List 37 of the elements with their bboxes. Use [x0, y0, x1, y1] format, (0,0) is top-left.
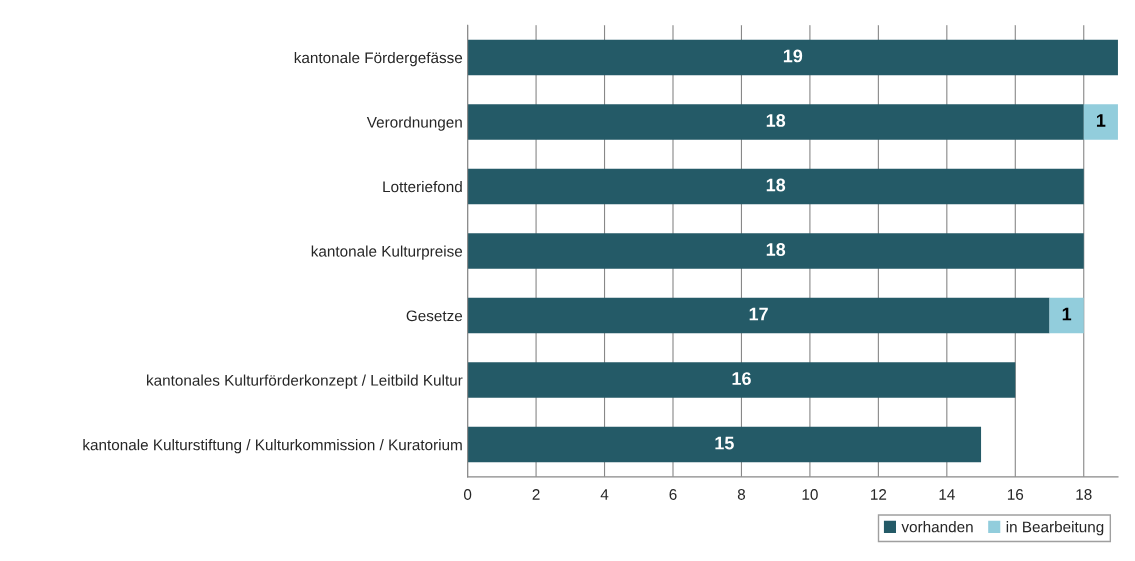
y-tick-label: Lotteriefond	[383, 181, 462, 193]
bar	[467, 233, 1084, 269]
data-label: 16	[732, 372, 751, 385]
y-tick-label: kantonales Kulturförderkonzept / Leitbild Kultur	[147, 374, 463, 389]
data-label: 18	[766, 114, 786, 127]
legend-label: vorhanden	[901, 521, 973, 533]
data-label: 1	[1062, 307, 1072, 321]
data-label: 15	[715, 436, 734, 450]
bar	[1049, 297, 1084, 334]
x-tick-label: 16	[1007, 489, 1024, 500]
x-tick-label: 12	[871, 489, 887, 500]
y-tick-label: Verordnungen	[366, 116, 462, 131]
data-label: 19	[783, 49, 803, 63]
x-tick-label: 14	[939, 489, 955, 500]
bar	[467, 426, 982, 463]
y-tick-label: kantonale Kulturstiftung / Kulturkommission / Kuratorium	[83, 439, 462, 454]
y-tick-label: kantonale Kulturpreise	[311, 245, 463, 260]
data-label: 17	[749, 307, 768, 321]
x-tick-label: 2	[532, 489, 540, 500]
x-tick-label: 6	[669, 489, 677, 500]
y-tick-label: Gesetze	[406, 310, 463, 322]
x-tick-label: 4	[600, 489, 609, 500]
bar	[467, 39, 1118, 76]
x-tick-label: 8	[737, 489, 746, 500]
bar	[467, 297, 1050, 334]
x-tick-label: 0	[463, 489, 472, 500]
data-label: 18	[766, 178, 786, 192]
bar	[1083, 104, 1118, 140]
x-tick-label: 18	[1076, 489, 1092, 500]
data-label: 18	[766, 243, 786, 256]
data-label: 1	[1096, 114, 1106, 127]
bar	[467, 168, 1084, 205]
bar	[467, 104, 1084, 140]
legend-label: in Bearbeitung	[1006, 521, 1104, 536]
y-tick-label: kantonale Fördergefässe	[294, 51, 463, 67]
x-tick-label: 10	[802, 489, 818, 500]
bar	[467, 362, 1016, 398]
